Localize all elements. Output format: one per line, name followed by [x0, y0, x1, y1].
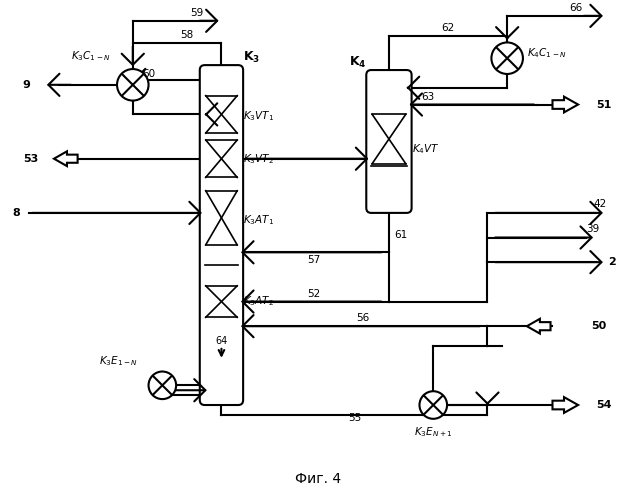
Text: 2: 2: [608, 257, 615, 267]
Circle shape: [420, 391, 447, 419]
Text: $K_4C_{1-N}$: $K_4C_{1-N}$: [527, 46, 567, 60]
Text: 57: 57: [307, 256, 320, 266]
Text: 60: 60: [143, 69, 156, 79]
Text: 50: 50: [591, 321, 606, 331]
Text: $K_3AT_2$: $K_3AT_2$: [243, 294, 274, 308]
Text: $K_3AT_1$: $K_3AT_1$: [243, 213, 275, 226]
Text: $K_3VT_1$: $K_3VT_1$: [243, 110, 275, 123]
Text: 61: 61: [394, 230, 407, 239]
Text: 8: 8: [13, 208, 20, 218]
Text: 58: 58: [180, 30, 194, 40]
Circle shape: [117, 69, 148, 100]
Text: 9: 9: [22, 80, 31, 90]
Text: 53: 53: [23, 154, 38, 164]
Text: $K_3VT_2$: $K_3VT_2$: [243, 152, 274, 166]
Text: $K_3E_{N+1}$: $K_3E_{N+1}$: [414, 424, 452, 438]
Text: $K_3C_{1-N}$: $K_3C_{1-N}$: [71, 50, 111, 63]
Text: Фиг. 4: Фиг. 4: [295, 472, 341, 486]
Circle shape: [491, 42, 523, 74]
Polygon shape: [552, 397, 578, 413]
Text: 62: 62: [441, 22, 455, 32]
Text: 64: 64: [215, 336, 227, 346]
Text: 66: 66: [569, 3, 583, 13]
Text: $\mathbf{K_3}$: $\mathbf{K_3}$: [243, 50, 261, 65]
Text: $K_4VT$: $K_4VT$: [412, 142, 440, 156]
Text: 39: 39: [586, 224, 599, 234]
Text: 55: 55: [348, 413, 361, 423]
Text: 52: 52: [307, 288, 320, 298]
Text: 42: 42: [594, 199, 607, 209]
FancyBboxPatch shape: [366, 70, 412, 213]
Text: 56: 56: [356, 313, 369, 323]
Text: $K_3E_{1-N}$: $K_3E_{1-N}$: [99, 354, 138, 368]
Circle shape: [148, 372, 176, 399]
Polygon shape: [527, 319, 550, 334]
Polygon shape: [54, 152, 78, 166]
Text: 59: 59: [190, 8, 203, 18]
Text: 51: 51: [596, 100, 612, 110]
FancyBboxPatch shape: [200, 65, 243, 405]
Polygon shape: [552, 96, 578, 112]
Text: 54: 54: [596, 400, 612, 410]
Text: $\mathbf{K_4}$: $\mathbf{K_4}$: [348, 55, 366, 70]
Text: 63: 63: [422, 92, 434, 102]
